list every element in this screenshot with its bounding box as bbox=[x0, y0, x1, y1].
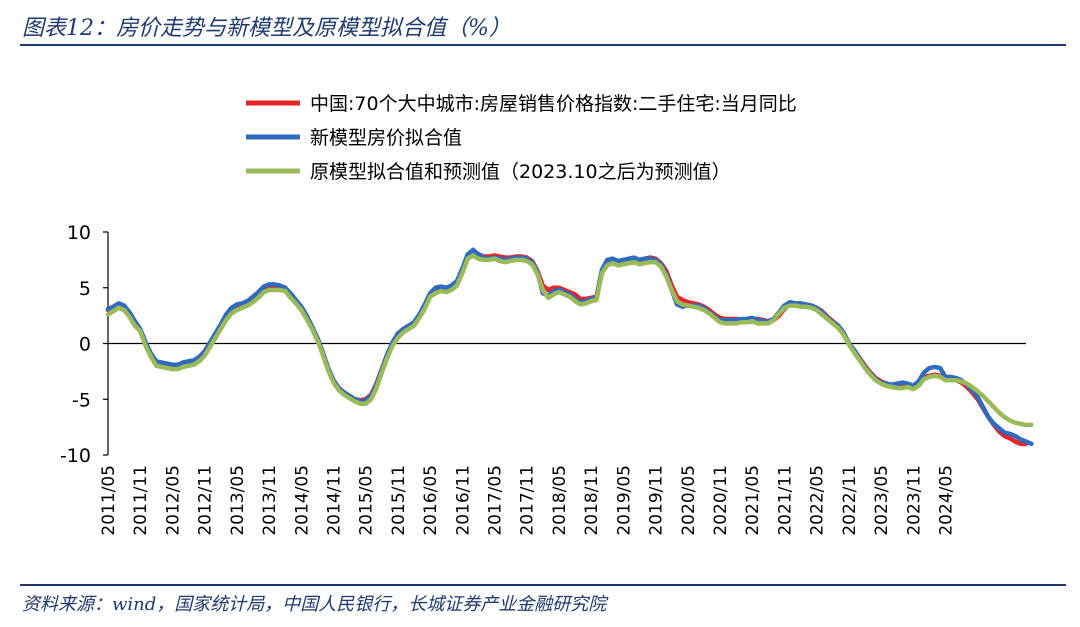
x-tick-label: 2022/11 bbox=[840, 465, 860, 536]
x-tick-label: 2014/11 bbox=[324, 465, 344, 536]
x-tick-label: 2013/05 bbox=[228, 465, 248, 536]
x-tick-label: 2021/05 bbox=[743, 465, 763, 536]
series-line-1 bbox=[105, 250, 1029, 447]
x-tick-label: 2023/05 bbox=[872, 465, 892, 536]
x-tick-label: 2024/05 bbox=[936, 465, 956, 536]
x-tick-label: 2015/11 bbox=[389, 465, 409, 536]
chart-axes bbox=[103, 231, 109, 456]
source-divider bbox=[20, 584, 1066, 586]
y-axis-labels: 10 5 0 -5 -10 bbox=[60, 222, 91, 467]
x-tick-label: 2011/05 bbox=[99, 465, 119, 536]
x-tick-label: 2012/05 bbox=[163, 465, 183, 536]
x-tick-label: 2019/05 bbox=[614, 465, 634, 536]
x-tick-label: 2014/05 bbox=[292, 465, 312, 536]
y-tick-label: 0 bbox=[79, 334, 91, 356]
x-tick-label: 2023/11 bbox=[904, 465, 924, 536]
legend-label-3: 原模型拟合值和预测值（2023.10之后为预测值） bbox=[310, 161, 731, 183]
series-lines bbox=[105, 247, 1034, 447]
x-tick-label: 2019/11 bbox=[647, 465, 667, 536]
chart-title: 图表12：房价走势与新模型及原模型拟合值（%） bbox=[22, 16, 511, 41]
x-tick-label: 2012/11 bbox=[196, 465, 216, 536]
x-tick-label: 2013/11 bbox=[260, 465, 280, 536]
x-tick-label: 2017/11 bbox=[518, 465, 538, 536]
y-tick-label: -5 bbox=[72, 389, 91, 411]
x-tick-label: 2017/05 bbox=[486, 465, 506, 536]
series-line-3 bbox=[105, 253, 1034, 428]
x-tick-label: 2022/05 bbox=[808, 465, 828, 536]
x-tick-label: 2021/11 bbox=[775, 465, 795, 536]
y-tick-label: 10 bbox=[67, 222, 91, 244]
source-note: 资料来源：wind，国家统计局，中国人民银行，长城证券产业金融研究院 bbox=[22, 594, 607, 615]
y-tick-label: -10 bbox=[60, 445, 91, 467]
x-tick-label: 2011/11 bbox=[131, 465, 151, 536]
series-line-2 bbox=[105, 247, 1034, 447]
x-tick-label: 2016/11 bbox=[453, 465, 473, 536]
title-divider bbox=[20, 44, 1066, 46]
legend-label-2: 新模型房价拟合值 bbox=[310, 127, 462, 149]
x-tick-label: 2018/11 bbox=[582, 465, 602, 536]
x-tick-label: 2020/05 bbox=[679, 465, 699, 536]
x-tick-label: 2016/05 bbox=[421, 465, 441, 536]
legend-label-1: 中国:70个大中城市:房屋销售价格指数:二手住宅:当月同比 bbox=[310, 93, 797, 115]
y-tick-label: 5 bbox=[79, 278, 91, 300]
x-tick-label: 2015/05 bbox=[357, 465, 377, 536]
legend: 中国:70个大中城市:房屋销售价格指数:二手住宅:当月同比新模型房价拟合值原模型… bbox=[246, 93, 797, 183]
x-tick-label: 2018/05 bbox=[550, 465, 570, 536]
x-tick-label: 2020/11 bbox=[711, 465, 731, 536]
x-axis-labels: 2011/05 2011/11 2012/05 2012/11 2013/05 2013/… bbox=[99, 465, 956, 536]
